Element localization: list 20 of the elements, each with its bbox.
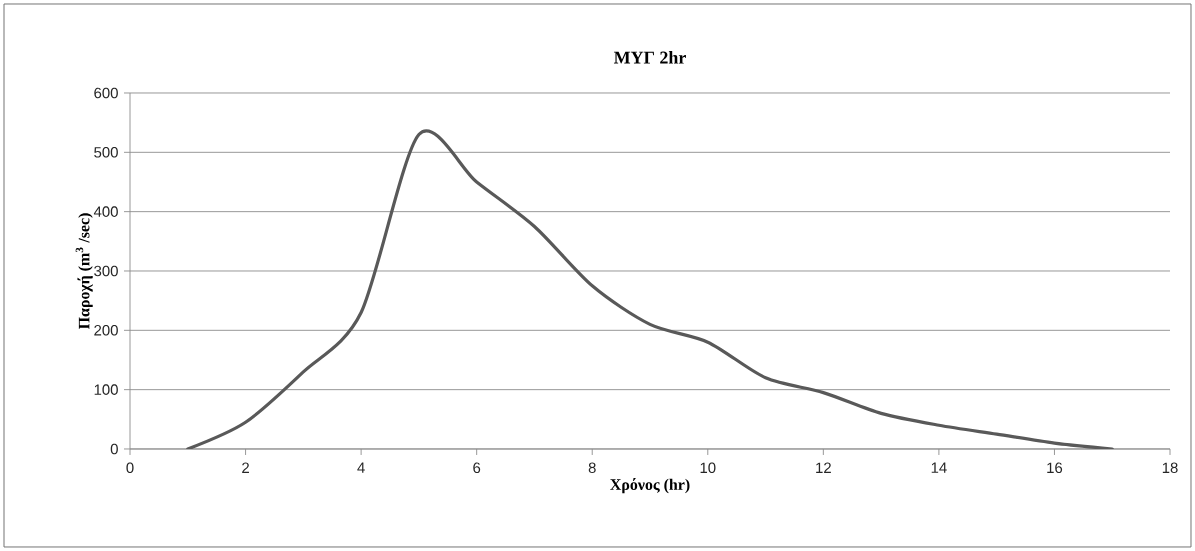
y-tick-label: 0	[110, 443, 118, 455]
x-tick-label: 18	[1162, 462, 1178, 474]
chart-title: ΜΥΓ 2hr	[613, 51, 686, 64]
y-tick-label: 100	[94, 384, 118, 395]
x-tick-label: 0	[126, 462, 134, 474]
x-tick-label: 10	[700, 462, 716, 474]
x-tick-label: 8	[588, 462, 596, 474]
y-axis-title: Παροχή (m$^{3}$ /sec)	[75, 213, 93, 330]
x-tick-label: 2	[242, 462, 249, 473]
y-tick-label: 300	[94, 265, 118, 277]
x-tick-label: 14	[931, 462, 947, 473]
x-tick-label: 6	[473, 462, 481, 474]
x-axis-title: Χρόνος (hr)	[610, 477, 690, 494]
y-tick-label: 200	[94, 325, 118, 336]
x-tick-label: 4	[357, 462, 365, 473]
y-tick-label: 400	[93, 206, 118, 217]
y-tick-label: 500	[94, 147, 118, 158]
x-tick-label: 12	[816, 462, 831, 473]
y-tick-label: 600	[94, 87, 118, 99]
x-tick-label: 16	[1047, 462, 1063, 474]
